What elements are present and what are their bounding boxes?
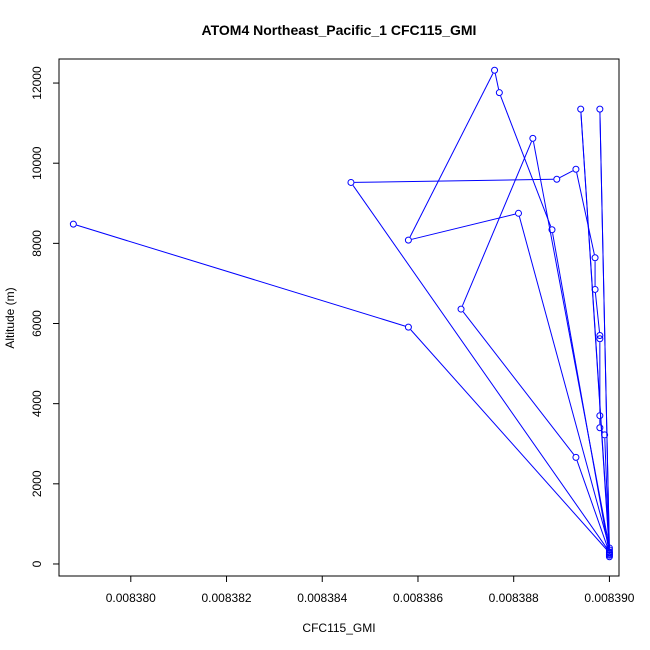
data-point	[548, 226, 556, 234]
y-tick-label: 0	[30, 560, 44, 567]
series-line-segment	[462, 311, 575, 455]
series-line-segment	[76, 224, 406, 327]
data-point	[591, 254, 599, 262]
series-points-group	[69, 66, 613, 561]
x-axis: 0.008380 0.008382 0.008384 0.008386 0.008388…	[106, 576, 635, 605]
series-line-segment	[532, 141, 610, 545]
x-tick-label: 0.008382	[201, 591, 251, 605]
data-point	[404, 323, 412, 331]
data-point	[404, 236, 412, 244]
chart-title: ATOM4 Northeast_Pacific_1 CFC115_GMI	[202, 22, 477, 38]
series-line-segment	[354, 178, 554, 183]
data-point	[605, 546, 613, 554]
data-point	[596, 424, 604, 432]
data-point	[69, 220, 77, 228]
y-tick-label: 12000	[30, 66, 44, 100]
series-line-segment	[410, 329, 608, 551]
data-point	[596, 335, 604, 343]
data-point	[457, 305, 465, 313]
y-tick-label: 2000	[30, 470, 44, 497]
series-line-segment	[599, 112, 610, 547]
series-line-segment	[518, 216, 609, 545]
y-axis: 0 2000 4000 6000 8000 10000 12000	[30, 66, 59, 567]
series-line-segment	[461, 141, 532, 307]
data-point	[347, 178, 355, 186]
data-point	[514, 209, 522, 217]
y-tick-label: 8000	[30, 230, 44, 257]
x-tick-label: 0.008380	[106, 591, 156, 605]
series-line-segment	[594, 292, 600, 333]
series-line-segment	[576, 460, 609, 550]
series-line-segment	[559, 170, 574, 179]
x-tick-label: 0.008388	[489, 591, 539, 605]
x-tick-label: 0.008390	[584, 591, 634, 605]
y-tick-label: 10000	[30, 146, 44, 180]
series-line-segment	[352, 185, 608, 550]
series-line-segment	[494, 73, 500, 90]
data-point	[572, 165, 580, 173]
data-point	[605, 544, 613, 552]
data-point	[596, 332, 604, 340]
data-point	[572, 453, 580, 461]
y-tick-label: 6000	[30, 310, 44, 337]
series-line-segment	[409, 73, 494, 238]
data-point	[596, 105, 604, 113]
y-tick-label: 4000	[30, 390, 44, 417]
data-point	[491, 66, 499, 74]
series-line-segment	[580, 112, 610, 551]
x-tick-label: 0.008386	[393, 591, 443, 605]
data-point	[529, 134, 537, 142]
data-point	[591, 285, 599, 293]
data-point	[577, 105, 585, 113]
series-line-group	[76, 73, 610, 552]
x-axis-label: CFC115_GMI	[302, 621, 375, 635]
series-line-segment	[411, 213, 516, 240]
plot-frame	[58, 58, 620, 577]
data-point	[596, 412, 604, 420]
x-tick-label: 0.008384	[297, 591, 347, 605]
data-point	[601, 431, 609, 439]
y-axis-label: Altitude (m)	[3, 287, 17, 348]
series-line-segment	[500, 95, 552, 227]
series-line-segment	[576, 172, 595, 255]
data-point	[605, 549, 613, 557]
data-point	[553, 175, 561, 183]
data-point	[495, 89, 503, 97]
